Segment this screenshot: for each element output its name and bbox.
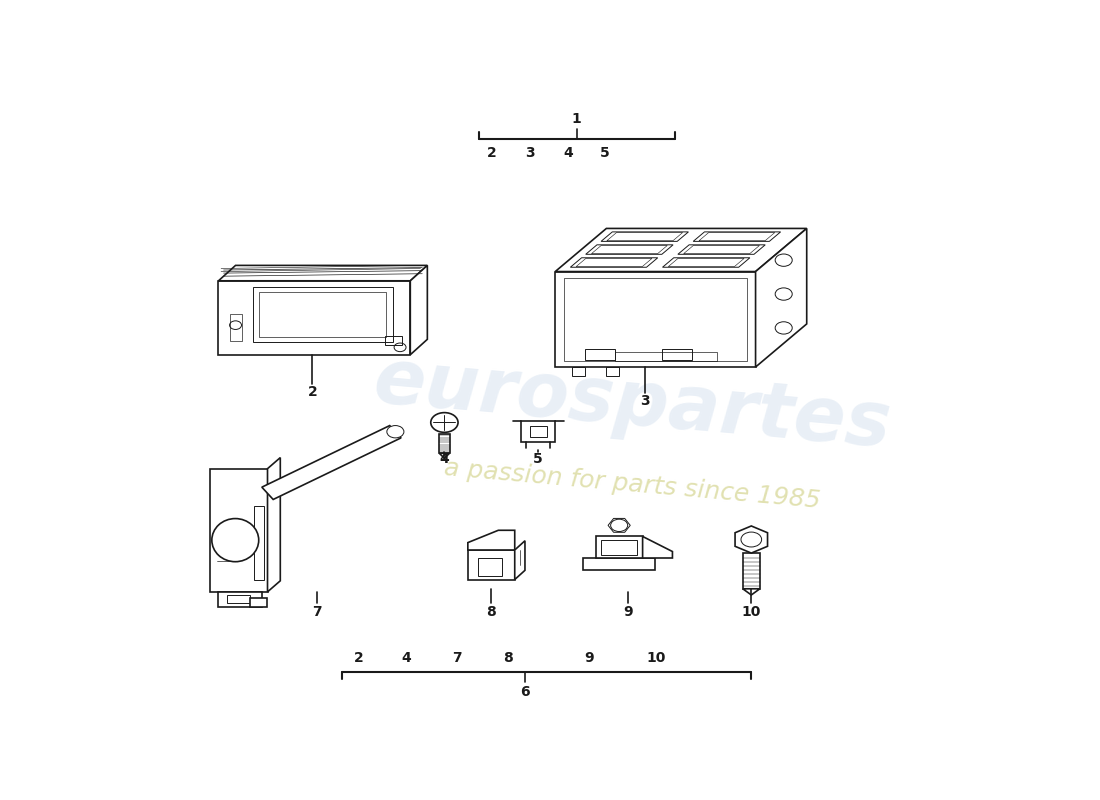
Text: 8: 8 (486, 605, 496, 618)
Polygon shape (642, 537, 672, 558)
Circle shape (431, 413, 458, 432)
Text: 10: 10 (741, 605, 761, 618)
Polygon shape (468, 530, 515, 550)
Text: eurospartes: eurospartes (370, 345, 894, 463)
Circle shape (387, 426, 404, 438)
Text: 5: 5 (534, 453, 543, 466)
Polygon shape (219, 592, 262, 607)
Circle shape (610, 519, 628, 531)
Polygon shape (742, 553, 760, 589)
Text: 8: 8 (504, 650, 514, 665)
Polygon shape (219, 266, 427, 281)
Text: 3: 3 (640, 394, 649, 408)
Text: 10: 10 (646, 650, 666, 665)
Text: 7: 7 (452, 650, 462, 665)
Polygon shape (410, 266, 427, 354)
Polygon shape (250, 598, 267, 607)
Polygon shape (756, 229, 806, 367)
Text: 7: 7 (311, 605, 321, 618)
Text: 4: 4 (402, 650, 411, 665)
Text: 4: 4 (440, 453, 449, 466)
Polygon shape (210, 469, 267, 592)
Text: 5: 5 (600, 146, 609, 160)
Text: 1: 1 (572, 113, 582, 126)
Polygon shape (742, 589, 760, 595)
Polygon shape (468, 550, 515, 579)
Polygon shape (735, 526, 768, 553)
Text: 3: 3 (525, 146, 535, 160)
Text: 2: 2 (307, 385, 317, 398)
Text: 2: 2 (354, 650, 364, 665)
Polygon shape (439, 434, 450, 454)
Polygon shape (515, 541, 525, 579)
Polygon shape (556, 271, 756, 367)
Text: 9: 9 (623, 605, 632, 618)
Polygon shape (267, 458, 280, 592)
Text: 6: 6 (520, 686, 530, 699)
Polygon shape (583, 558, 656, 570)
Polygon shape (219, 281, 410, 354)
Text: 4: 4 (563, 146, 573, 160)
Ellipse shape (212, 518, 258, 562)
Polygon shape (521, 421, 556, 442)
Polygon shape (439, 454, 450, 458)
Polygon shape (596, 537, 642, 558)
Polygon shape (262, 426, 402, 499)
Text: a passion for parts since 1985: a passion for parts since 1985 (442, 456, 822, 513)
Text: 9: 9 (584, 650, 594, 665)
Text: 2: 2 (486, 146, 496, 160)
Polygon shape (556, 229, 806, 271)
